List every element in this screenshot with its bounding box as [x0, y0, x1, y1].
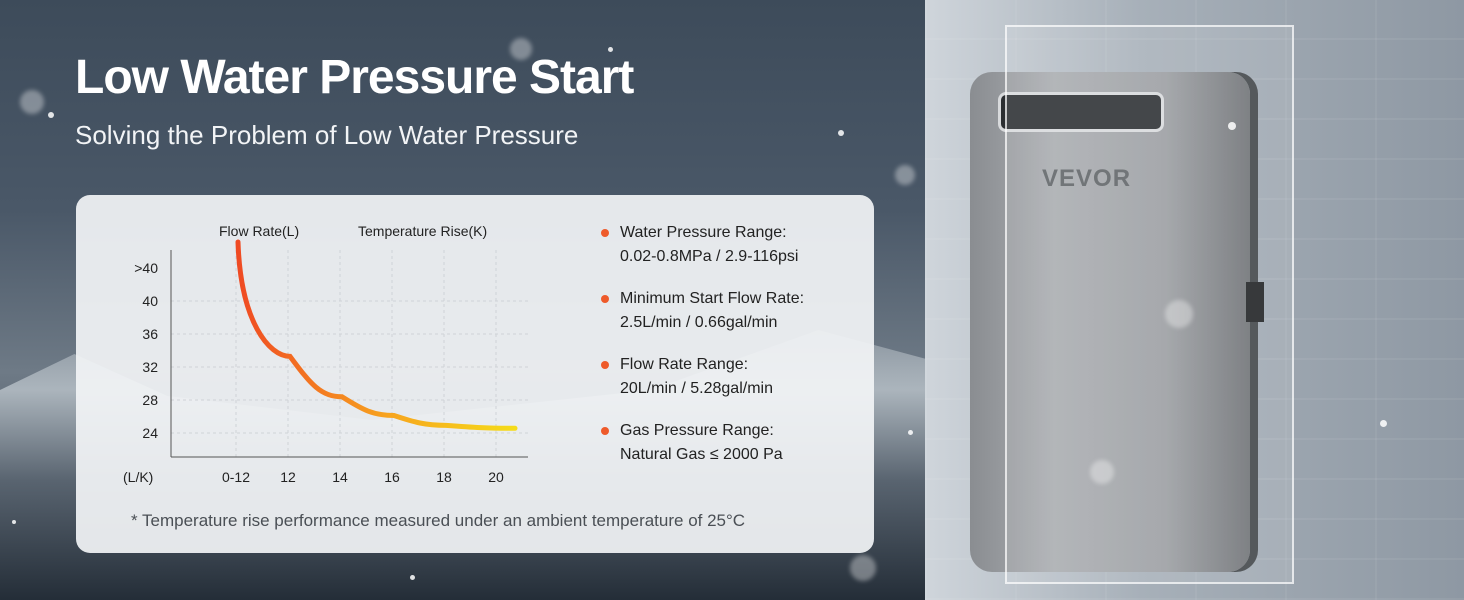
flow-temperature-chart: >40 40 36 32 28 24 0-12 12 14 16 18 20 Flow Rate(L)…: [123, 223, 528, 485]
snowflake: [850, 555, 876, 581]
water-heater-image: VEVOR: [970, 72, 1264, 572]
y-tick-label: 28: [142, 392, 158, 408]
spec-label: Flow Rate Range:: [620, 356, 749, 373]
snowflake: [908, 430, 913, 435]
spec-item: Gas Pressure Range: Natural Gas ≤ 2000 P…: [601, 419, 861, 467]
x-tick-label: 14: [332, 469, 348, 485]
spec-item: Water Pressure Range: 0.02-0.8MPa / 2.9-…: [601, 221, 861, 269]
spec-list: Water Pressure Range: 0.02-0.8MPa / 2.9-…: [601, 221, 861, 485]
snowflake: [1165, 300, 1193, 328]
bullet-dot: [601, 361, 609, 369]
legend-temperature-rise: Temperature Rise(K): [358, 223, 487, 239]
x-tick-label: 12: [280, 469, 296, 485]
snowflake: [895, 165, 915, 185]
x-tick-label: 16: [384, 469, 400, 485]
spec-value: Natural Gas ≤ 2000 Pa: [620, 446, 783, 463]
snowflake: [608, 47, 613, 52]
heater-spec-label: [1246, 282, 1264, 322]
y-axis-unit-label: (L/K): [123, 469, 153, 485]
spec-value: 0.02-0.8MPa / 2.9-116psi: [620, 248, 799, 265]
spec-card: >40 40 36 32 28 24 0-12 12 14 16 18 20 Flow Rate(L)…: [76, 195, 874, 553]
footnote: * Temperature rise performance measured …: [131, 511, 746, 530]
y-tick-label: 36: [142, 326, 158, 342]
snowflake: [1228, 122, 1236, 130]
bullet-dot: [601, 229, 609, 237]
glass-enclosure: [1005, 25, 1294, 584]
spec-value: 20L/min / 5.28gal/min: [620, 380, 773, 397]
spec-value: 2.5L/min / 0.66gal/min: [620, 314, 778, 331]
bullet-dot: [601, 427, 609, 435]
y-tick-label: >40: [134, 260, 158, 276]
brand-logo: VEVOR: [1042, 165, 1132, 192]
snowflake: [1090, 460, 1114, 484]
y-tick-label: 40: [142, 293, 158, 309]
y-tick-label: 32: [142, 359, 158, 375]
spec-item: Minimum Start Flow Rate: 2.5L/min / 0.66…: [601, 287, 861, 335]
page-subtitle: Solving the Problem of Low Water Pressur…: [75, 120, 579, 150]
snowflake: [12, 520, 16, 524]
snowflake: [48, 112, 54, 118]
snowflake: [838, 130, 844, 136]
snowflake: [410, 575, 415, 580]
spec-label: Minimum Start Flow Rate:: [620, 290, 805, 307]
heater-vent: [998, 92, 1164, 132]
page-title: Low Water Pressure Start: [75, 51, 634, 104]
legend-flow-rate: Flow Rate(L): [219, 223, 299, 239]
x-tick-label: 20: [488, 469, 504, 485]
spec-label: Gas Pressure Range:: [620, 422, 774, 439]
x-tick-label: 18: [436, 469, 452, 485]
series-line: [235, 239, 518, 431]
spec-label: Water Pressure Range:: [620, 224, 787, 241]
bullet-dot: [601, 295, 609, 303]
x-tick-label: 0-12: [222, 469, 250, 485]
snowflake: [510, 38, 532, 60]
spec-item: Flow Rate Range: 20L/min / 5.28gal/min: [601, 353, 861, 401]
snowflake: [20, 90, 44, 114]
snowflake: [1380, 420, 1387, 427]
y-tick-label: 24: [142, 425, 158, 441]
